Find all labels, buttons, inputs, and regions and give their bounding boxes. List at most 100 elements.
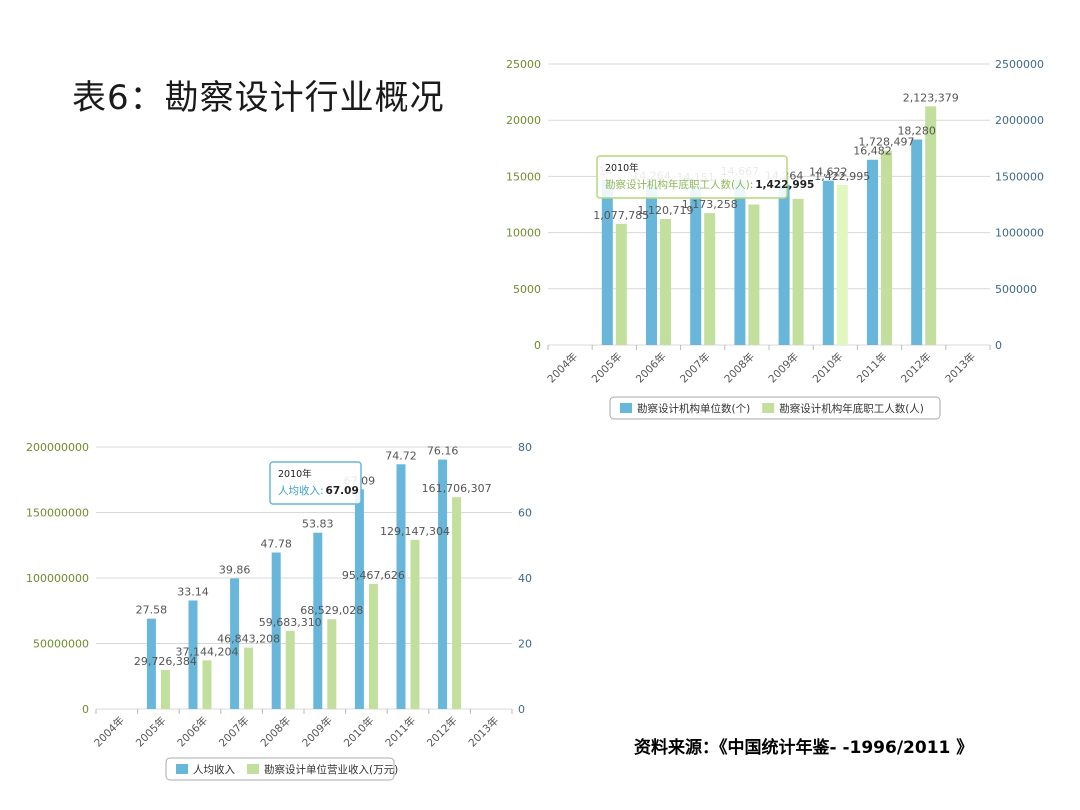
legend-item[interactable]: 勘察设计机构单位数(个) [637,402,750,415]
x-tick-label: 2009年 [299,714,335,750]
y-left-tick-label: 150000000 [26,507,89,520]
y-left-tick-label: 25000 [506,58,541,71]
bar-top-s0-4[interactable] [734,180,746,345]
y-left-tick-label: 10000 [506,227,541,240]
data-label: 16,482 [853,145,892,158]
x-tick-label: 2013年 [466,714,502,750]
bar-bottom-s1-5[interactable] [327,619,337,709]
y-left-tick-label: 0 [82,703,89,716]
data-label: 95,467,626 [342,569,405,582]
bar-top-s1-4[interactable] [748,204,760,346]
tooltip-title: 2010年 [605,162,639,174]
bar-top-s1-1[interactable] [615,223,627,345]
bar-top-s0-6[interactable] [822,180,834,345]
bar-top-s0-7[interactable] [867,159,878,345]
y-right-tick-label: 2500000 [995,58,1044,71]
legend [609,396,941,420]
data-label: 59,683,310 [259,616,322,629]
y-left-tick-label: 100000000 [26,572,89,585]
bar-bottom-s1-1[interactable] [160,670,170,709]
tooltip-value: 67.09 [326,485,359,497]
y-right-tick-label: 1000000 [995,227,1044,240]
legend-swatch [620,403,632,413]
data-label: 27.58 [136,604,168,617]
bar-bottom-s0-5[interactable] [313,532,323,709]
tooltip-value: 1,422,995 [755,179,814,191]
data-label: 129,147,304 [380,525,450,538]
legend-item[interactable]: 勘察设计机构年底职工人数(人) [779,402,924,415]
data-label: 68,529,028 [300,604,363,617]
y-left-tick-label: 0 [534,339,541,352]
legend [165,757,395,781]
data-label: 161,706,307 [422,482,492,495]
x-tick-label: 2010年 [341,714,377,750]
bar-bottom-s1-2[interactable] [202,660,212,709]
legend-swatch [762,403,775,413]
data-label: 14,622 [809,166,848,179]
bar-top-s0-3[interactable] [690,185,702,345]
bar-top-s1-2[interactable] [660,219,671,345]
bar-bottom-s1-7[interactable] [410,539,420,709]
data-label: 76.16 [427,445,459,458]
data-label: 2,123,379 [903,91,959,104]
tooltip-series-name: 人均收入: [278,484,324,497]
bar-bottom-s0-7[interactable] [396,464,406,709]
bar-top-s1-8[interactable] [925,106,937,345]
bar-bottom-s0-1[interactable] [146,618,156,709]
x-tick-label: 2008年 [258,714,294,750]
data-label: 37,144,204 [176,645,239,658]
bar-top-s1-5[interactable] [792,198,804,345]
bar-bottom-s0-8[interactable] [438,459,448,709]
data-label: 1,422,995 [814,170,870,183]
y-right-tick-label: 60 [518,507,532,520]
y-right-tick-label: 500000 [995,283,1037,296]
tooltip-series-name: 勘察设计机构年底职工人数(人): [605,178,753,191]
data-label: 53.83 [302,518,334,531]
x-tick-label: 2011年 [383,714,419,750]
bar-bottom-s1-3[interactable] [244,647,254,709]
bar-bottom-s0-4[interactable] [271,552,281,709]
bar-top-s1-7[interactable] [881,150,892,345]
legend-swatch [176,764,188,774]
x-tick-label: 2012年 [424,714,460,750]
bar-bottom-s0-2[interactable] [188,600,198,709]
y-right-tick-label: 0 [518,703,525,716]
legend-swatch [247,764,259,774]
legend-item[interactable]: 人均收入 [193,763,235,776]
tooltip [269,461,362,505]
bar-bottom-s1-6[interactable] [368,583,378,709]
data-label: 33.14 [177,585,209,598]
bar-bottom-s0-3[interactable] [230,578,240,709]
page-title: 表6：勘察设计行业概况 [72,78,445,118]
tooltip [596,155,788,199]
tooltip-title: 2010年 [278,468,312,480]
y-right-tick-label: 0 [995,339,1002,352]
y-left-tick-label: 15000 [506,170,541,183]
data-label: 47.78 [260,538,292,551]
y-right-tick-label: 2000000 [995,114,1044,127]
y-left-tick-label: 200000000 [26,441,89,454]
bar-top-s1-6[interactable] [836,185,848,345]
x-tick-label: 2007年 [216,714,252,750]
bar-bottom-s1-4[interactable] [285,630,295,709]
y-left-tick-label: 5000 [513,283,541,296]
bar-top-s0-2[interactable] [646,184,657,345]
x-tick-label: 2004年 [91,714,127,750]
bar-top-s1-3[interactable] [704,213,716,345]
bar-bottom-s1-8[interactable] [452,497,462,709]
y-right-tick-label: 20 [518,638,532,651]
data-label: 1,173,258 [682,198,738,211]
data-label: 29,726,384 [134,655,197,668]
data-label: 46,843,208 [217,633,280,646]
data-label: 74.72 [385,449,417,462]
bar-top-s0-5[interactable] [778,184,790,345]
legend-item[interactable]: 勘察设计单位营业收入(万元) [264,763,398,776]
bar-top-s0-8[interactable] [911,139,923,345]
data-label: 18,280 [897,125,936,138]
bar-bottom-s0-6[interactable] [354,489,364,709]
source-note: 资料来源：《中国统计年鉴- -1996/2011 》 [634,738,974,758]
bar-top-s0-1[interactable] [601,179,613,345]
x-tick-label: 2005年 [133,714,169,750]
